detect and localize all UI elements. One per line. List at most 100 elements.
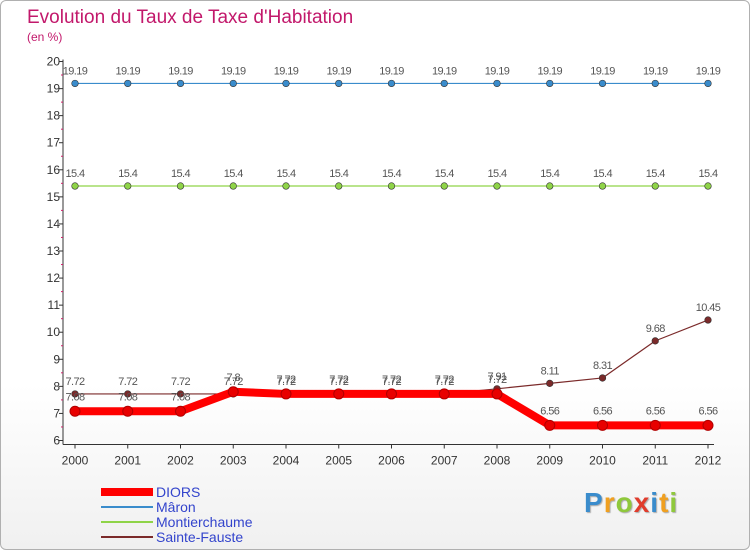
data-label-montierchaume: 15.4 [329,168,348,180]
data-point-sainte-fauste [651,337,659,345]
data-label-sainte-fauste: 10.45 [696,302,721,314]
y-tick-label: 10 [47,325,61,339]
data-point-montierchaume [282,182,290,190]
data-point-montierchaume [229,182,237,190]
data-label-sainte-fauste: 8.31 [593,360,612,372]
data-label-maron: 19.19 [643,65,668,77]
data-label-diors: 7.08 [65,391,84,403]
data-label-montierchaume: 15.4 [646,168,665,180]
legend-label-montierchaume: Montierchaume [156,514,253,530]
data-label-montierchaume: 15.4 [540,168,559,180]
logo-letter: o [615,487,634,518]
data-point-montierchaume [335,182,343,190]
x-tick-label: 2008 [484,454,511,468]
data-point-diors [438,388,450,400]
logo-letter: i [669,487,679,518]
x-tick-label: 2004 [273,454,300,468]
data-label-sainte-fauste: 7.72 [329,376,348,388]
y-tick-label: 17 [47,136,61,150]
data-point-sainte-fauste [71,390,79,398]
data-point-montierchaume [546,182,554,190]
data-label-diors: 7.72 [487,374,506,386]
data-point-montierchaume [124,182,132,190]
data-label-diors: 6.56 [698,405,717,417]
x-tick-label: 2001 [114,454,141,468]
x-tick-label: 2012 [695,454,722,468]
data-label-montierchaume: 15.4 [224,168,243,180]
x-tick-label: 2009 [536,454,563,468]
data-label-montierchaume: 15.4 [698,168,717,180]
data-label-maron: 19.19 [696,65,721,77]
data-label-maron: 19.19 [168,65,193,77]
data-label-maron: 19.19 [379,65,404,77]
data-point-maron [335,79,343,88]
data-point-maron [387,79,396,88]
data-point-montierchaume [704,182,712,190]
series-layer [69,79,714,431]
data-label-montierchaume: 15.4 [65,168,84,180]
legend-swatch-diors [101,488,153,496]
data-label-diors: 7.8 [227,372,241,384]
data-label-diors: 7.72 [382,374,401,386]
data-point-maron [282,79,290,88]
data-point-diors [122,405,134,417]
data-point-montierchaume [598,182,607,190]
data-point-maron [124,79,132,88]
data-point-diors [280,388,292,400]
data-label-maron: 19.19 [221,65,246,77]
legend-swatch-maron [101,506,153,508]
logo-letter: t [659,487,670,518]
legend-label-maron: Mâron [156,499,196,515]
y-tick-label: 11 [48,298,61,312]
data-label-diors: 6.56 [540,405,559,417]
data-point-maron [176,79,185,88]
data-label-sainte-fauste: 7.72 [435,376,454,388]
y-tick-label: 8 [53,379,60,393]
data-point-sainte-fauste [598,374,607,382]
data-label-sainte-fauste: 7.72 [65,376,84,388]
logo-letter: x [633,487,651,518]
data-label-maron: 19.19 [537,65,562,77]
legend-swatch-montierchaume [101,521,153,523]
data-point-maron [229,79,237,88]
y-tick-label: 14 [47,217,61,231]
data-point-sainte-fauste [176,390,185,398]
data-label-maron: 19.19 [115,65,140,77]
logo-letter: P [584,487,604,518]
data-point-montierchaume [71,182,79,190]
logo-letter: r [603,487,616,518]
data-point-diors [544,419,556,431]
data-point-maron [651,79,659,88]
data-label-diors: 6.56 [593,405,612,417]
data-point-maron [546,79,554,88]
legend-swatch-sainte-fauste [101,536,153,538]
data-label-diors: 7.08 [171,391,190,403]
data-label-maron: 19.19 [590,65,615,77]
data-label-diors: 7.72 [329,374,348,386]
proxiti-logo: Proxiti [584,487,678,519]
line-chart: 6 7 8 9 10 11 12 13 14 15 16 17 18 19 20 2000 2001 2002 20… [47,55,722,468]
data-point-diors [491,388,503,400]
data-point-maron [704,79,712,88]
x-tick-label: 2002 [167,454,194,468]
data-point-montierchaume [176,182,185,190]
data-label-maron: 19.19 [63,65,88,77]
y-tick-label: 19 [47,82,61,96]
x-tick-label: 2006 [378,454,405,468]
data-point-montierchaume [493,182,501,190]
x-tick-label: 2000 [62,454,89,468]
y-tick-label: 20 [47,55,61,69]
data-label-sainte-fauste: 7.72 [171,376,190,388]
data-label-maron: 19.19 [432,65,457,77]
data-label-montierchaume: 15.4 [276,168,295,180]
data-point-diors [702,419,714,431]
data-label-montierchaume: 15.4 [435,168,454,180]
data-label-montierchaume: 15.4 [593,168,612,180]
data-label-diors: 6.56 [646,405,665,417]
data-point-maron [598,79,607,88]
data-point-diors [649,419,661,431]
y-tick-label: 9 [53,352,60,366]
data-label-sainte-fauste: 9.68 [646,323,665,335]
data-label-montierchaume: 15.4 [171,168,190,180]
data-point-sainte-fauste [124,390,132,398]
